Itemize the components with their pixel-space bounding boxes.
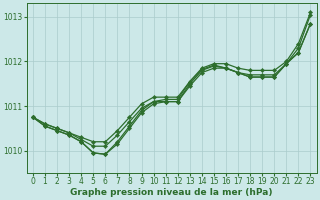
- X-axis label: Graphe pression niveau de la mer (hPa): Graphe pression niveau de la mer (hPa): [70, 188, 273, 197]
